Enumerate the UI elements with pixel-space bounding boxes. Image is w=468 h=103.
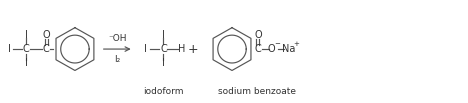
Text: sodium benzoate: sodium benzoate <box>218 87 296 96</box>
Text: −: − <box>274 41 280 47</box>
Text: iodoform: iodoform <box>143 87 183 96</box>
Text: I: I <box>8 44 11 54</box>
Text: Na: Na <box>282 44 295 54</box>
Text: O: O <box>254 30 262 40</box>
Text: H: H <box>178 44 185 54</box>
Text: I: I <box>162 58 165 68</box>
Text: O: O <box>42 30 50 40</box>
Text: ⁻OH: ⁻OH <box>108 34 126 43</box>
Text: I: I <box>25 58 28 68</box>
Text: I: I <box>25 30 28 40</box>
Text: I: I <box>144 44 147 54</box>
Text: C: C <box>160 44 167 54</box>
Text: +: + <box>188 43 198 56</box>
Text: C: C <box>23 44 29 54</box>
Text: I: I <box>162 30 165 40</box>
Text: C: C <box>43 44 50 54</box>
Text: C: C <box>255 44 261 54</box>
Text: O: O <box>268 44 276 54</box>
Text: +: + <box>294 41 300 47</box>
Text: I₂: I₂ <box>114 55 120 64</box>
